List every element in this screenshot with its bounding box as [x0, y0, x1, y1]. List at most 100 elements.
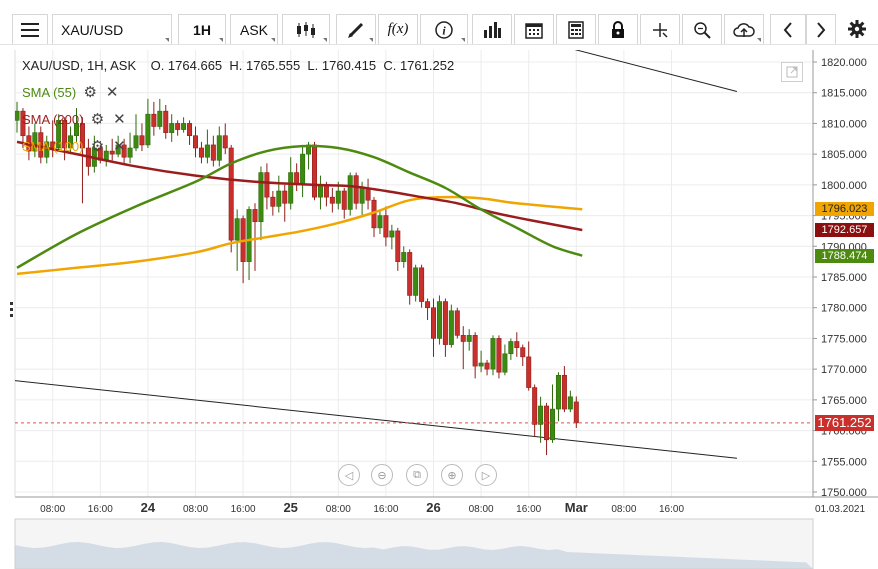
gear-icon[interactable]: ⚙ — [90, 111, 105, 128]
resize-handle[interactable] — [10, 308, 13, 311]
gear-icon[interactable]: ⚙ — [90, 138, 105, 155]
candle-body — [38, 132, 44, 158]
interval-selector[interactable]: 1H — [178, 14, 226, 44]
zoom-button[interactable] — [682, 14, 722, 44]
calculator-icon — [568, 20, 584, 39]
candle-body — [216, 135, 222, 161]
candle-body — [430, 307, 436, 339]
gear-icon — [848, 20, 866, 38]
candle-body — [234, 218, 240, 241]
candle-body — [288, 172, 294, 204]
candle-body — [258, 172, 264, 223]
expand-button[interactable] — [781, 62, 803, 82]
chevron-down-icon — [757, 38, 761, 42]
close-icon[interactable]: ✕ — [113, 111, 126, 128]
chevron-down-icon — [461, 38, 465, 42]
close-icon[interactable]: ✕ — [113, 138, 126, 155]
candle-body — [68, 135, 74, 149]
gear-icon[interactable]: ⚙ — [83, 84, 97, 101]
candle-body — [300, 153, 306, 186]
pan-right-button[interactable]: ▷ — [475, 464, 497, 486]
candle-body — [460, 335, 466, 342]
navigator-window[interactable] — [14, 518, 814, 569]
price-tag: 1792.657 — [815, 222, 874, 237]
sma-200-line — [16, 140, 583, 232]
zoom-in-icon: ⊕ — [447, 469, 457, 482]
scroll-right-button[interactable] — [806, 14, 836, 44]
chart-type-button[interactable] — [282, 14, 330, 44]
candle-body — [508, 341, 514, 355]
candle-body — [454, 310, 460, 336]
resize-handle[interactable] — [10, 314, 13, 317]
x-tick-label: 08:00 — [469, 504, 494, 515]
function-icon: f(x) — [387, 21, 409, 37]
x-tick-label: 08:00 — [40, 504, 65, 515]
candle-body — [193, 135, 199, 149]
price-type-label: ASK — [239, 21, 268, 38]
cloud-upload-button[interactable] — [724, 14, 764, 44]
crosshair-icon — [653, 22, 668, 38]
y-tick-label: 1800.000 — [821, 180, 867, 192]
legend-sma-200: SMA (200) ⚙ ✕ — [22, 110, 127, 128]
chevron-right-icon — [817, 21, 826, 38]
candle-body — [567, 396, 573, 410]
lock-button[interactable] — [598, 14, 638, 44]
candle-body — [520, 347, 526, 358]
x-tick-label: 08:00 — [611, 504, 636, 515]
candle-body — [502, 353, 508, 373]
zoom-in-button[interactable]: ⊕ — [441, 464, 463, 486]
candle-body — [270, 196, 276, 207]
svg-text:i: i — [442, 23, 446, 37]
resize-handle[interactable] — [10, 302, 13, 305]
indicators-button[interactable]: f(x) — [378, 14, 418, 44]
close-icon[interactable]: ✕ — [105, 84, 119, 101]
zoom-out-button[interactable]: ⊖ — [371, 464, 393, 486]
candle-body — [436, 301, 442, 339]
pencil-icon — [348, 22, 364, 38]
pan-left-button[interactable]: ◁ — [338, 464, 360, 486]
chevron-right-icon: ▷ — [481, 469, 491, 482]
x-tick-label: 16:00 — [88, 504, 113, 515]
candle-body — [573, 401, 579, 424]
symbol-selector[interactable]: XAU/USD — [52, 14, 172, 44]
toolbar: XAU/USD 1H ASK f(x) i — [0, 0, 878, 45]
candle-body — [395, 230, 401, 262]
y-tick-label: 1775.000 — [821, 333, 867, 345]
candle-body — [478, 362, 484, 367]
candle-body — [198, 147, 204, 158]
crosshair-button[interactable] — [640, 14, 680, 44]
menu-button[interactable] — [12, 14, 48, 44]
candle-body — [163, 110, 169, 133]
candle-body — [15, 110, 20, 121]
bar-chart-icon — [484, 21, 501, 38]
calculator-button[interactable] — [556, 14, 596, 44]
volume-button[interactable] — [472, 14, 512, 44]
price-tag: 1788.474 — [815, 248, 874, 263]
x-tick-label: 16:00 — [516, 504, 541, 515]
scroll-left-button[interactable] — [770, 14, 806, 44]
settings-button[interactable] — [840, 14, 874, 44]
calendar-icon — [525, 22, 543, 39]
reset-icon: ⧉ — [413, 468, 421, 481]
candle-body — [466, 335, 472, 342]
candle-body — [151, 113, 157, 127]
candle-body — [472, 335, 478, 367]
calendar-button[interactable] — [514, 14, 554, 44]
drawing-tools-button[interactable] — [336, 14, 376, 44]
price-type-selector[interactable]: ASK — [230, 14, 278, 44]
candle-body — [401, 252, 407, 262]
chevron-down-icon — [369, 38, 373, 42]
zoom-out-icon: ⊖ — [377, 469, 387, 482]
expand-icon — [786, 66, 798, 78]
candle-body — [204, 144, 210, 158]
x-tick-label: 25 — [283, 500, 297, 515]
candle-body — [549, 408, 555, 441]
info-button[interactable]: i — [420, 14, 468, 44]
y-tick-label: 1805.000 — [821, 149, 867, 161]
candle-body — [264, 172, 270, 198]
reset-zoom-button[interactable]: ⧉ — [406, 464, 428, 486]
trendline — [574, 50, 738, 92]
candle-body — [187, 123, 193, 137]
x-tick-label: 26 — [426, 500, 440, 515]
